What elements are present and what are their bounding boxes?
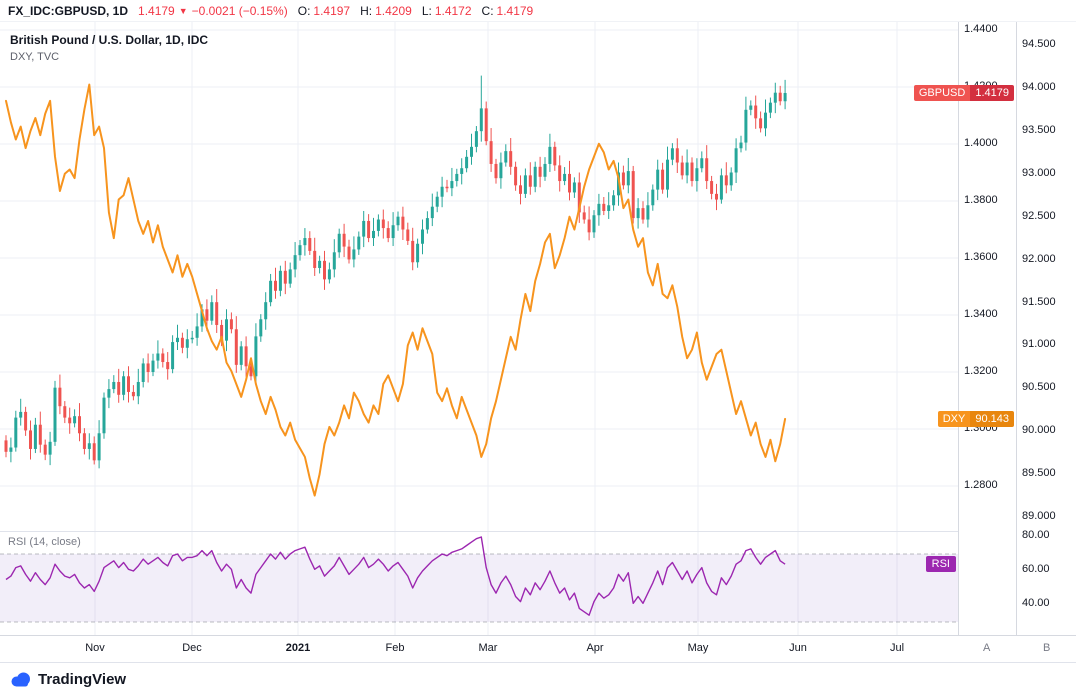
time-tick-2021: 2021 <box>285 642 311 654</box>
rsi-badge: RSI <box>925 556 956 573</box>
low-label: L: <box>421 3 432 18</box>
gbpusd-price-tick: 1.3800 <box>964 194 998 206</box>
price-scale-gbpusd[interactable]: 1.44001.42001.40001.38001.36001.34001.32… <box>958 22 1017 635</box>
price-scale-dxy[interactable]: 94.500 94.000 93.500 93.000 92.500 92.000 91.5… <box>1016 22 1076 635</box>
candlestick-chart-canvas[interactable] <box>0 22 958 531</box>
price-change: −0.0021 (−0.15%) <box>191 3 288 18</box>
legend-main-series[interactable]: British Pound / U.S. Dollar, 1D, IDC <box>10 33 209 47</box>
scale-b-button[interactable]: B <box>1043 642 1051 654</box>
rsi-value-tick: 80.00 <box>1022 529 1050 541</box>
symbol-info-bar: FX_IDC:GBPUSD, 1D 1.4179 ▼ −0.0021 (−0.1… <box>0 0 1076 22</box>
ohlc-high: H: 1.4209 <box>360 4 412 18</box>
time-scale[interactable]: A B Nov Dec 2021 Feb Mar Apr May Jun Jul <box>0 635 1076 662</box>
rsi-value-tick: 40.00 <box>1022 597 1050 609</box>
gbpusd-price-tick: 1.3400 <box>964 308 998 320</box>
dxy-badge-symbol: DXY <box>937 410 971 427</box>
ohlc-low: L: 1.4172 <box>422 4 472 18</box>
gbpusd-price-tick: 1.3600 <box>964 251 998 263</box>
rsi-chart-canvas[interactable] <box>0 532 958 635</box>
dxy-price-tick: 92.000 <box>1022 252 1056 265</box>
dxy-price-tick: 93.000 <box>1022 166 1056 179</box>
gbpusd-price-tick: 1.2800 <box>964 479 998 491</box>
rsi-badge-label: RSI <box>931 558 950 571</box>
time-tick-Dec: Dec <box>182 642 202 654</box>
close-label: C: <box>481 3 494 18</box>
dxy-price-tick: 91.500 <box>1022 295 1056 308</box>
change-down-icon: ▼ <box>178 5 188 16</box>
low-value: 1.4172 <box>434 3 472 18</box>
dxy-price-tick: 94.000 <box>1022 81 1056 93</box>
time-tick-Feb: Feb <box>385 642 405 654</box>
dxy-price-tick: 90.500 <box>1022 381 1056 394</box>
open-label: O: <box>297 3 311 18</box>
dxy-price-tick: 91.000 <box>1022 338 1056 351</box>
gbpusd-price-tick: 1.4400 <box>964 23 998 35</box>
ohlc-close: C: 1.4179 <box>482 4 534 18</box>
dxy-price-tick: 90.000 <box>1022 424 1056 437</box>
main-chart-pane[interactable]: British Pound / U.S. Dollar, 1D, IDC DXY… <box>0 22 958 531</box>
legend-overlay-series[interactable]: DXY, TVC <box>10 51 60 63</box>
dxy-price-tick: 93.500 <box>1022 123 1056 136</box>
open-value: 1.4197 <box>313 3 351 18</box>
tradingview-brand[interactable]: TradingView <box>38 671 127 688</box>
rsi-pane[interactable]: RSI (14, close) RSI <box>0 531 958 635</box>
chart-legend: British Pound / U.S. Dollar, 1D, IDC DXY… <box>10 32 208 66</box>
dxy-last-price-badge: DXY 90.143 <box>937 410 1014 427</box>
rsi-indicator-label[interactable]: RSI (14, close) <box>8 536 81 548</box>
close-value: 1.4179 <box>496 3 534 18</box>
footer-bar: TradingView <box>0 662 1076 696</box>
gbpusd-price-tick: 1.3200 <box>964 365 998 377</box>
dxy-badge-value: 90.143 <box>970 410 1014 427</box>
tradingview-logo-icon[interactable] <box>10 672 32 687</box>
dxy-price-tick: 89.000 <box>1022 510 1056 522</box>
gbpusd-badge-symbol: GBPUSD <box>913 84 971 101</box>
scale-a-button[interactable]: A <box>983 642 991 654</box>
dxy-price-tick: 92.500 <box>1022 209 1056 222</box>
time-tick-Jun: Jun <box>789 642 807 654</box>
rsi-value-tick: 60.00 <box>1022 563 1050 575</box>
dxy-price-tick: 89.500 <box>1022 467 1056 480</box>
high-label: H: <box>360 3 373 18</box>
time-tick-Jul: Jul <box>889 642 905 654</box>
time-tick-Apr: Apr <box>586 642 604 654</box>
time-tick-May: May <box>687 642 709 654</box>
time-tick-Nov: Nov <box>85 642 105 654</box>
symbol-title[interactable]: FX_IDC:GBPUSD, 1D <box>8 3 129 18</box>
gbpusd-last-price-badge: GBPUSD 1.4179 <box>913 84 1014 101</box>
high-value: 1.4209 <box>375 3 412 18</box>
time-tick-Mar: Mar <box>478 642 498 654</box>
dxy-price-tick: 94.500 <box>1022 38 1056 51</box>
gbpusd-badge-value: 1.4179 <box>970 84 1014 101</box>
ohlc-open: O: 1.4197 <box>298 4 350 18</box>
gbpusd-price-tick: 1.4000 <box>964 137 998 149</box>
last-price: 1.4179 <box>138 3 175 18</box>
last-price-change: 1.4179 ▼ −0.0021 (−0.15%) <box>138 4 288 18</box>
